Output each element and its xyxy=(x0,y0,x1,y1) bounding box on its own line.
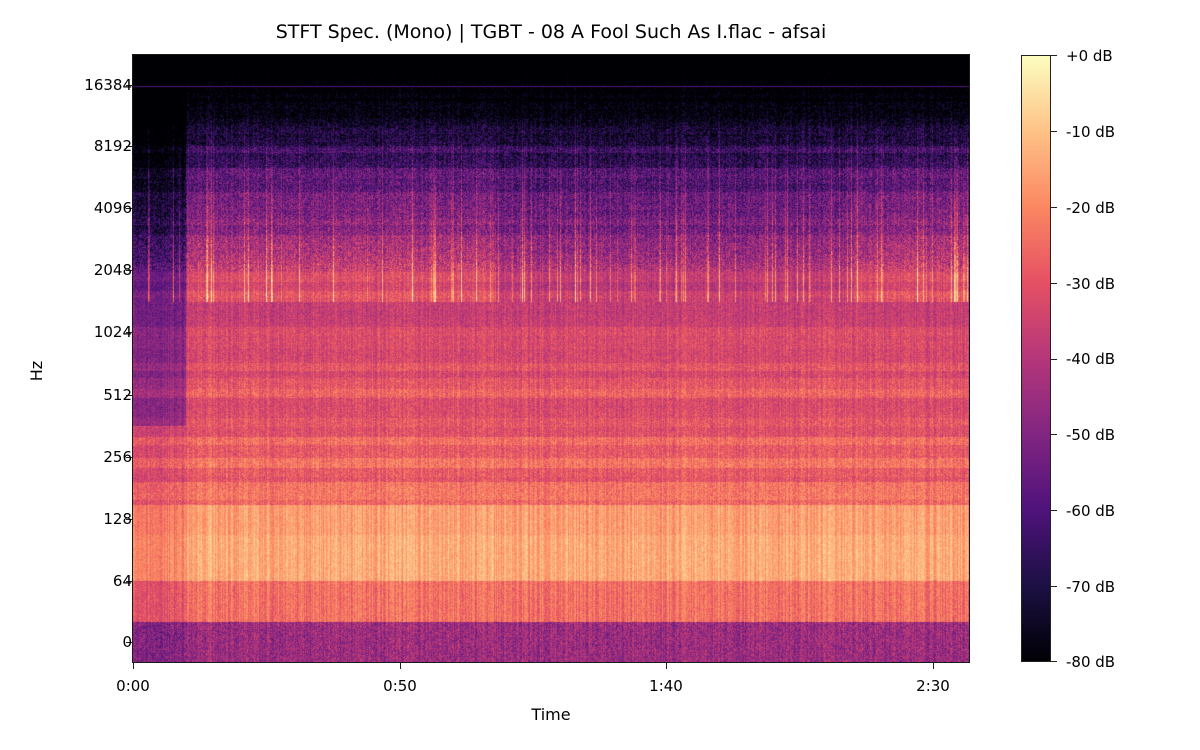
colorbar-tick-mark xyxy=(1051,207,1057,208)
colorbar-label: -80 dB xyxy=(1066,653,1116,671)
x-tick-label: 1:40 xyxy=(649,677,683,695)
y-tick-label: 2048 xyxy=(93,261,132,279)
colorbar xyxy=(1021,55,1051,662)
x-tick-mark xyxy=(933,663,934,669)
y-tick-mark xyxy=(126,642,132,643)
colorbar-tick-mark xyxy=(1051,283,1057,284)
y-tick-mark xyxy=(126,395,132,396)
y-tick-label: 1024 xyxy=(93,323,132,341)
y-tick-mark xyxy=(126,332,132,333)
colorbar-label: -40 dB xyxy=(1066,350,1116,368)
colorbar-tick-mark xyxy=(1051,55,1057,56)
y-tick-mark xyxy=(126,270,132,271)
y-tick-mark xyxy=(126,146,132,147)
y-tick-mark xyxy=(126,581,132,582)
chart-title: STFT Spec. (Mono) | TGBT - 08 A Fool Suc… xyxy=(275,21,827,43)
y-axis-label: Hz xyxy=(27,360,46,382)
x-tick-mark xyxy=(666,663,667,669)
x-axis-label: Time xyxy=(531,705,571,724)
y-tick-label: 64 xyxy=(112,572,132,590)
colorbar-tick-mark xyxy=(1051,434,1057,435)
colorbar-tick-mark xyxy=(1051,359,1057,360)
colorbar-tick-mark xyxy=(1051,661,1057,662)
x-tick-mark xyxy=(400,663,401,669)
x-tick-label: 0:00 xyxy=(116,677,150,695)
x-tick-label: 0:50 xyxy=(383,677,417,695)
colorbar-label: -50 dB xyxy=(1066,426,1116,444)
y-tick-label: 4096 xyxy=(93,199,132,217)
colorbar-label: +0 dB xyxy=(1066,47,1113,65)
spectrogram-heatmap xyxy=(133,55,969,662)
y-tick-mark xyxy=(126,457,132,458)
y-tick-label: 128 xyxy=(103,510,132,528)
y-tick-mark xyxy=(126,519,132,520)
y-tick-label: 512 xyxy=(103,386,132,404)
y-tick-mark xyxy=(126,85,132,86)
colorbar-label: -60 dB xyxy=(1066,502,1116,520)
colorbar-label: -30 dB xyxy=(1066,275,1116,293)
spectrogram-plot-area xyxy=(133,55,969,662)
y-tick-label: 0 xyxy=(122,633,132,651)
colorbar-label: -10 dB xyxy=(1066,123,1116,141)
colorbar-label: -70 dB xyxy=(1066,578,1116,596)
x-tick-mark xyxy=(133,663,134,669)
colorbar-label: -20 dB xyxy=(1066,199,1116,217)
colorbar-tick-mark xyxy=(1051,586,1057,587)
y-tick-label: 16384 xyxy=(84,76,132,94)
colorbar-tick-mark xyxy=(1051,510,1057,511)
y-tick-mark xyxy=(126,208,132,209)
y-tick-label: 256 xyxy=(103,448,132,466)
y-tick-label: 8192 xyxy=(93,137,132,155)
colorbar-tick-mark xyxy=(1051,131,1057,132)
x-tick-label: 2:30 xyxy=(916,677,950,695)
